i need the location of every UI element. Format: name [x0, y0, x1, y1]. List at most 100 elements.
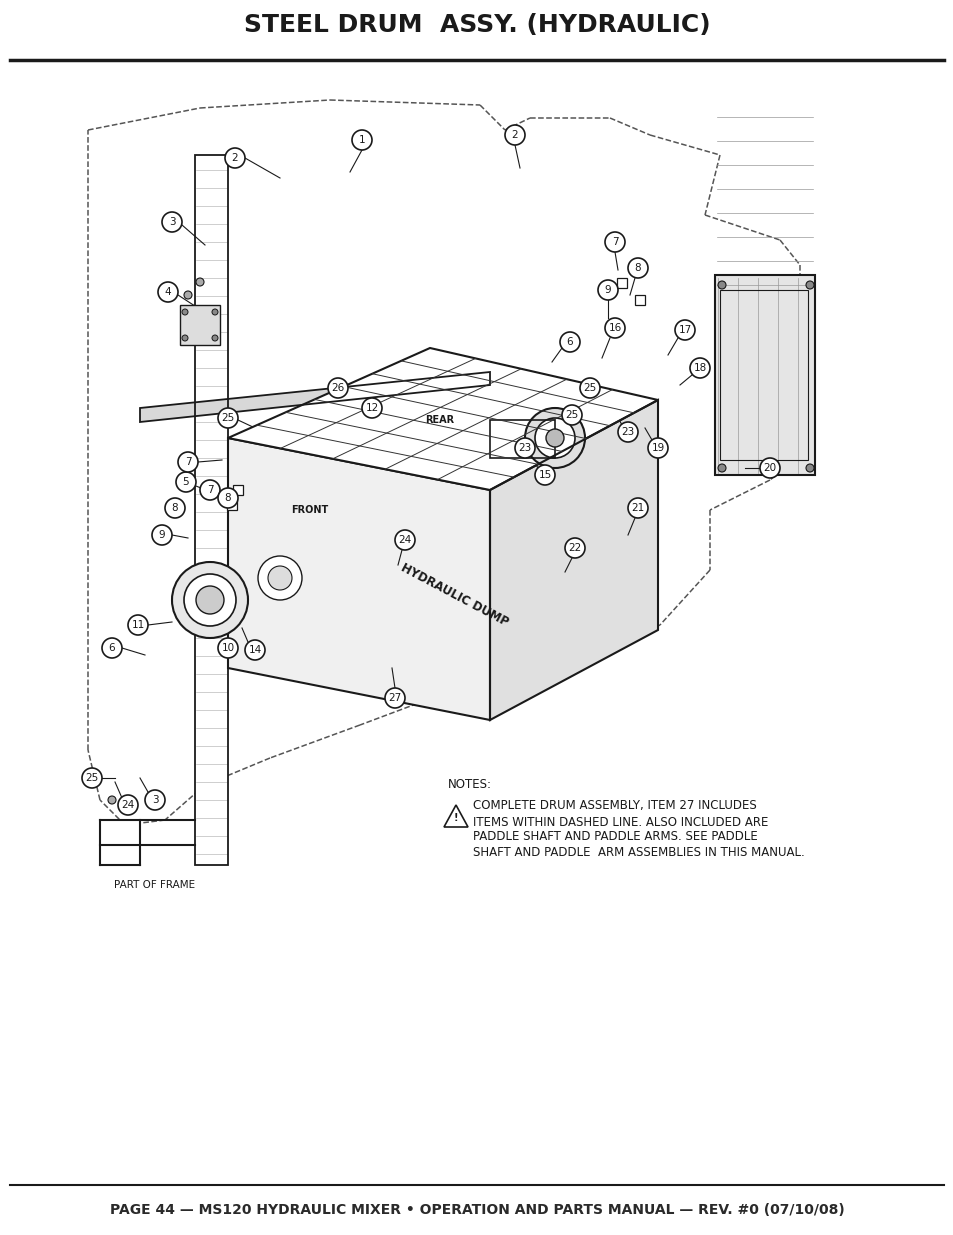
Circle shape — [618, 422, 638, 442]
Text: PART OF FRAME: PART OF FRAME — [114, 881, 195, 890]
Circle shape — [545, 429, 563, 447]
Text: 24: 24 — [121, 800, 134, 810]
Text: 7: 7 — [185, 457, 192, 467]
Circle shape — [212, 309, 218, 315]
Circle shape — [535, 417, 575, 458]
Circle shape — [361, 398, 381, 417]
Circle shape — [145, 790, 165, 810]
Circle shape — [178, 452, 198, 472]
Bar — [227, 500, 236, 510]
Circle shape — [118, 795, 138, 815]
Circle shape — [559, 332, 579, 352]
Text: 2: 2 — [232, 153, 238, 163]
Circle shape — [564, 538, 584, 558]
Text: 8: 8 — [225, 493, 231, 503]
Circle shape — [760, 458, 780, 478]
Circle shape — [245, 640, 265, 659]
Circle shape — [225, 148, 245, 168]
Bar — [194, 156, 228, 864]
Polygon shape — [490, 400, 658, 720]
Polygon shape — [714, 275, 814, 475]
Bar — [720, 290, 807, 459]
Circle shape — [165, 498, 185, 517]
Text: 9: 9 — [604, 285, 611, 295]
Text: 14: 14 — [248, 645, 261, 655]
Polygon shape — [180, 305, 220, 345]
Circle shape — [108, 797, 116, 804]
Text: 16: 16 — [608, 324, 621, 333]
Text: FRONT: FRONT — [291, 505, 328, 515]
Circle shape — [598, 280, 618, 300]
Circle shape — [385, 688, 405, 708]
Text: 9: 9 — [158, 530, 165, 540]
Text: 8: 8 — [172, 503, 178, 513]
Text: 26: 26 — [331, 383, 344, 393]
Text: 25: 25 — [583, 383, 596, 393]
Text: 6: 6 — [566, 337, 573, 347]
Circle shape — [627, 258, 647, 278]
Circle shape — [268, 566, 292, 590]
Text: 7: 7 — [611, 237, 618, 247]
Circle shape — [91, 778, 99, 785]
Text: REAR: REAR — [425, 415, 454, 425]
Circle shape — [162, 212, 182, 232]
Text: 6: 6 — [109, 643, 115, 653]
Text: 17: 17 — [678, 325, 691, 335]
Circle shape — [504, 125, 524, 144]
Circle shape — [128, 615, 148, 635]
Text: COMPLETE DRUM ASSEMBLY, ITEM 27 INCLUDES: COMPLETE DRUM ASSEMBLY, ITEM 27 INCLUDES — [473, 799, 756, 813]
Text: 2: 2 — [511, 130, 517, 140]
Text: 19: 19 — [651, 443, 664, 453]
Circle shape — [352, 130, 372, 149]
Circle shape — [515, 438, 535, 458]
Text: 27: 27 — [388, 693, 401, 703]
Text: 23: 23 — [517, 443, 531, 453]
Circle shape — [218, 408, 237, 429]
Polygon shape — [443, 805, 468, 827]
Text: 5: 5 — [182, 477, 189, 487]
Text: 23: 23 — [620, 427, 634, 437]
Circle shape — [535, 466, 555, 485]
Circle shape — [195, 585, 224, 614]
Polygon shape — [100, 820, 140, 864]
Circle shape — [561, 405, 581, 425]
Text: !: ! — [454, 813, 457, 823]
Circle shape — [627, 498, 647, 517]
Text: PADDLE SHAFT AND PADDLE ARMS. SEE PADDLE: PADDLE SHAFT AND PADDLE ARMS. SEE PADDLE — [473, 830, 757, 844]
Bar — [233, 485, 243, 495]
Circle shape — [604, 232, 624, 252]
Text: HYDRAULIC DUMP: HYDRAULIC DUMP — [398, 561, 511, 629]
Circle shape — [805, 282, 813, 289]
Text: 24: 24 — [398, 535, 411, 545]
Circle shape — [805, 464, 813, 472]
Circle shape — [218, 488, 237, 508]
Circle shape — [152, 525, 172, 545]
Circle shape — [579, 378, 599, 398]
Circle shape — [718, 464, 725, 472]
Circle shape — [172, 562, 248, 638]
Text: 8: 8 — [634, 263, 640, 273]
Text: 4: 4 — [165, 287, 172, 296]
Circle shape — [395, 530, 415, 550]
Circle shape — [184, 291, 192, 299]
Text: 21: 21 — [631, 503, 644, 513]
Circle shape — [184, 574, 235, 626]
Circle shape — [175, 472, 195, 492]
Circle shape — [718, 282, 725, 289]
Circle shape — [182, 335, 188, 341]
Text: 7: 7 — [207, 485, 213, 495]
Circle shape — [604, 317, 624, 338]
Text: 11: 11 — [132, 620, 145, 630]
Circle shape — [647, 438, 667, 458]
Circle shape — [218, 638, 237, 658]
Bar — [617, 278, 626, 288]
Circle shape — [158, 282, 178, 303]
Text: STEEL DRUM  ASSY. (HYDRAULIC): STEEL DRUM ASSY. (HYDRAULIC) — [243, 14, 710, 37]
Text: 1: 1 — [358, 135, 365, 144]
Text: 10: 10 — [221, 643, 234, 653]
Text: 18: 18 — [693, 363, 706, 373]
Text: ITEMS WITHIN DASHED LINE. ALSO INCLUDED ARE: ITEMS WITHIN DASHED LINE. ALSO INCLUDED … — [473, 815, 767, 829]
Circle shape — [102, 638, 122, 658]
Text: 25: 25 — [221, 412, 234, 424]
Text: NOTES:: NOTES: — [448, 778, 492, 790]
